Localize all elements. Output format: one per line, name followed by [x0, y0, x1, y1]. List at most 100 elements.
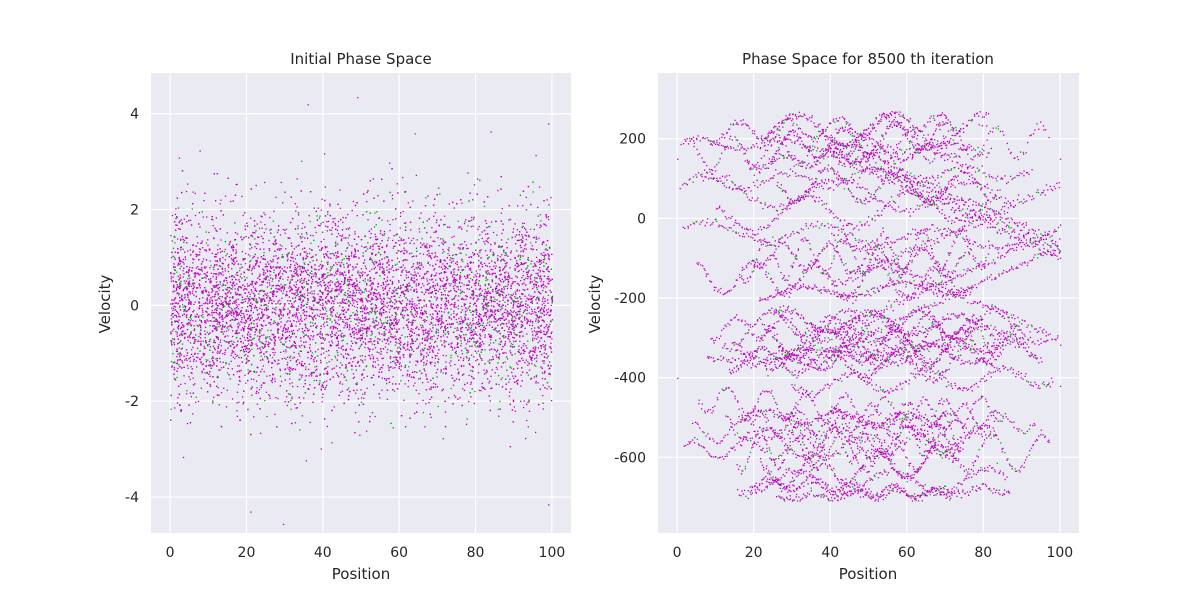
data-point	[490, 131, 491, 132]
data-point	[489, 266, 490, 267]
data-point	[246, 277, 247, 278]
data-point	[526, 359, 527, 360]
data-point	[434, 288, 435, 289]
data-point	[536, 238, 537, 239]
data-point	[478, 283, 479, 284]
data-point	[343, 258, 344, 259]
data-point	[436, 272, 437, 273]
data-point	[277, 232, 278, 233]
data-point	[489, 263, 490, 264]
data-point	[315, 309, 316, 310]
data-point	[291, 323, 292, 324]
data-point	[225, 259, 226, 260]
data-point	[336, 255, 337, 256]
data-point	[414, 277, 415, 278]
data-point	[209, 366, 210, 367]
data-point	[386, 307, 387, 308]
data-point	[476, 279, 477, 280]
data-point	[247, 286, 248, 287]
data-point	[526, 347, 527, 348]
data-point	[337, 328, 338, 329]
data-point	[172, 330, 173, 331]
data-point	[340, 381, 341, 382]
data-point	[265, 228, 266, 229]
data-point	[194, 328, 195, 329]
data-point	[397, 347, 398, 348]
data-point	[392, 376, 393, 377]
data-point	[364, 392, 365, 393]
data-point	[526, 209, 527, 210]
data-point	[326, 334, 327, 335]
data-point	[224, 317, 225, 318]
data-point	[396, 342, 397, 343]
data-point	[294, 269, 295, 270]
data-point	[307, 292, 308, 293]
data-point	[491, 359, 492, 360]
data-point	[213, 276, 214, 277]
data-point	[477, 273, 478, 274]
data-point	[237, 365, 238, 366]
data-point	[177, 402, 178, 403]
data-point	[312, 293, 313, 294]
data-point	[363, 292, 364, 293]
data-point	[183, 273, 184, 274]
data-point	[507, 313, 508, 314]
data-point	[373, 361, 374, 362]
data-point	[389, 311, 390, 312]
data-point	[415, 364, 416, 365]
data-point	[265, 264, 266, 265]
data-point	[251, 349, 252, 350]
data-point	[463, 269, 464, 270]
data-point	[548, 295, 549, 296]
data-point	[191, 270, 192, 271]
data-point	[290, 409, 291, 410]
data-point	[404, 307, 405, 308]
data-point	[205, 273, 206, 274]
data-point	[220, 361, 221, 362]
data-point	[303, 397, 304, 398]
data-point	[479, 273, 480, 274]
data-point	[429, 279, 430, 280]
data-point	[272, 352, 273, 353]
data-point	[530, 321, 531, 322]
data-point	[244, 276, 245, 277]
data-point	[313, 325, 314, 326]
data-point	[383, 304, 384, 305]
data-point	[212, 225, 213, 226]
data-point	[476, 270, 477, 271]
data-point	[357, 286, 358, 287]
data-point	[186, 191, 187, 192]
data-point	[183, 311, 184, 312]
data-point	[368, 341, 369, 342]
data-point	[504, 352, 505, 353]
data-point	[212, 300, 213, 301]
data-point	[326, 302, 327, 303]
data-point	[341, 290, 342, 291]
data-point	[365, 356, 366, 357]
data-point	[541, 347, 542, 348]
data-point	[340, 208, 341, 209]
data-point	[342, 340, 343, 341]
data-point	[284, 230, 285, 231]
data-point	[336, 273, 337, 274]
data-point	[512, 232, 513, 233]
data-point	[310, 221, 311, 222]
data-point	[326, 315, 327, 316]
data-point	[336, 365, 337, 366]
data-point	[420, 312, 421, 313]
data-point	[426, 363, 427, 364]
data-point	[521, 277, 522, 278]
data-point	[416, 283, 417, 284]
data-point	[450, 360, 451, 361]
data-point	[355, 278, 356, 279]
data-point	[362, 275, 363, 276]
data-point	[390, 362, 391, 363]
data-point	[464, 221, 465, 222]
data-point	[325, 387, 326, 388]
data-point	[517, 289, 518, 290]
data-point	[287, 300, 288, 301]
data-point	[214, 264, 215, 265]
data-point	[327, 371, 328, 372]
data-point	[368, 291, 369, 292]
data-point	[253, 293, 254, 294]
